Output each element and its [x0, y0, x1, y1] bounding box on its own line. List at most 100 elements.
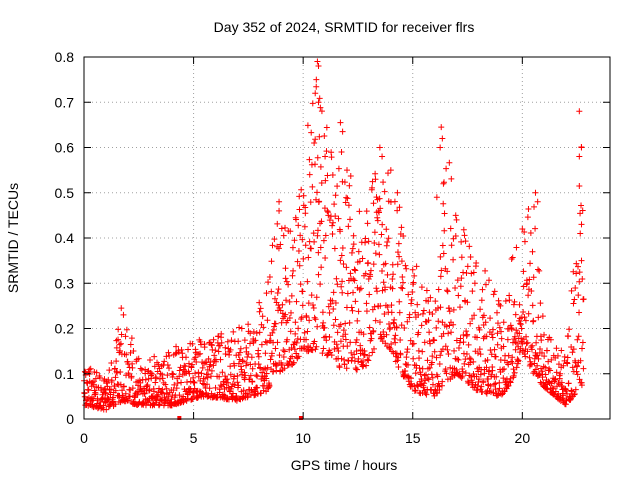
- data-point: [454, 356, 461, 363]
- data-point: [326, 309, 333, 316]
- data-point: [415, 311, 422, 318]
- data-point: [212, 384, 219, 391]
- data-point: [176, 373, 183, 380]
- data-point: [323, 124, 330, 131]
- data-point: [316, 133, 323, 140]
- data-point: [397, 351, 404, 358]
- data-point: [385, 235, 392, 242]
- data-point: [558, 379, 565, 386]
- data-point: [440, 180, 447, 187]
- data-point: [218, 339, 225, 346]
- data-point: [101, 386, 108, 393]
- data-point: [344, 290, 351, 297]
- data-point: [302, 210, 309, 217]
- data-point: [173, 343, 180, 350]
- data-point: [577, 210, 584, 217]
- data-point: [198, 370, 205, 377]
- data-point: [576, 278, 583, 285]
- data-point: [549, 384, 556, 391]
- data-point: [304, 278, 311, 285]
- y-tick-label: 0.1: [55, 366, 75, 382]
- data-point: [289, 244, 296, 251]
- data-point: [294, 258, 301, 265]
- data-point: [507, 322, 514, 329]
- data-point: [426, 364, 433, 371]
- data-point: [338, 355, 345, 362]
- data-point: [400, 232, 407, 239]
- data-point: [275, 245, 282, 252]
- data-point: [379, 287, 386, 294]
- data-point: [356, 208, 363, 215]
- data-point: [239, 358, 246, 365]
- data-point: [335, 215, 342, 222]
- data-point: [443, 323, 450, 330]
- data-point: [350, 241, 357, 248]
- x-tick-label: 20: [515, 430, 531, 446]
- data-point: [173, 385, 180, 392]
- data-point: [467, 359, 474, 366]
- data-point: [394, 261, 401, 268]
- data-point: [516, 330, 523, 337]
- data-point: [525, 310, 532, 317]
- data-point: [295, 222, 302, 229]
- data-point: [434, 373, 441, 380]
- data-point: [314, 323, 321, 330]
- data-point: [364, 220, 371, 227]
- data-point: [388, 302, 395, 309]
- data-point: [176, 392, 183, 399]
- data-point: [104, 383, 111, 390]
- data-point: [259, 313, 266, 320]
- data-point: [297, 232, 304, 239]
- data-point: [247, 340, 254, 347]
- data-point: [464, 299, 471, 306]
- data-point: [129, 385, 136, 392]
- data-point: [335, 347, 342, 354]
- data-point: [282, 265, 289, 272]
- data-point: [560, 392, 567, 399]
- data-point: [444, 288, 451, 295]
- data-point: [490, 291, 497, 298]
- data-point: [314, 58, 321, 65]
- data-point: [457, 283, 464, 290]
- data-point: [535, 314, 542, 321]
- data-point: [422, 371, 429, 378]
- data-point: [466, 355, 473, 362]
- data-point: [536, 372, 543, 379]
- data-point: [303, 314, 310, 321]
- data-point: [469, 288, 476, 295]
- data-point: [249, 378, 256, 385]
- data-point: [403, 354, 410, 361]
- data-point: [421, 339, 428, 346]
- data-point: [395, 363, 402, 370]
- data-point: [434, 390, 441, 397]
- data-point: [319, 350, 326, 357]
- data-point: [323, 148, 330, 155]
- data-point: [487, 315, 494, 322]
- data-point: [460, 269, 467, 276]
- data-point: [305, 300, 312, 307]
- data-point: [477, 351, 484, 358]
- data-point: [230, 328, 237, 335]
- data-point: [478, 297, 485, 304]
- data-point: [234, 379, 241, 386]
- data-point: [112, 374, 119, 381]
- data-point: [190, 374, 197, 381]
- data-point: [282, 224, 289, 231]
- data-point: [366, 324, 373, 331]
- data-point: [419, 365, 426, 372]
- data-point: [168, 396, 175, 403]
- data-point: [185, 346, 192, 353]
- data-point: [219, 369, 226, 376]
- data-point: [532, 366, 539, 373]
- data-point: [308, 129, 315, 136]
- data-point: [443, 165, 450, 172]
- data-point: [330, 289, 337, 296]
- data-point: [371, 345, 378, 352]
- data-point: [569, 364, 576, 371]
- data-point: [380, 329, 387, 336]
- data-point: [347, 339, 354, 346]
- data-point: [158, 389, 165, 396]
- data-point: [571, 391, 578, 398]
- data-point: [565, 333, 572, 340]
- data-point: [529, 302, 536, 309]
